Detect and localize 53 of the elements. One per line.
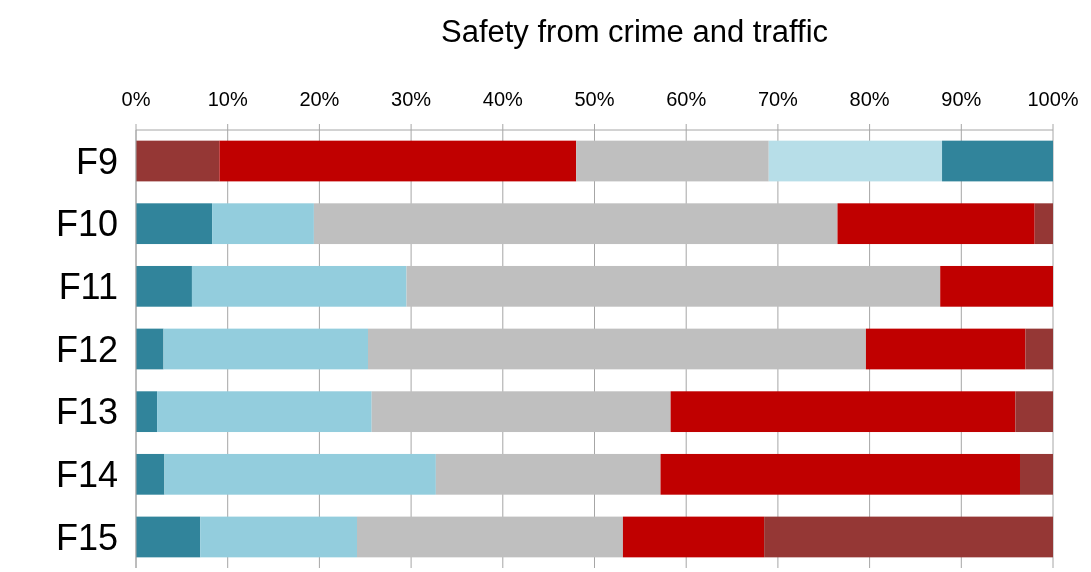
y-tick-label: F15: [55, 516, 118, 558]
bar: [371, 391, 671, 433]
y-tick-label: F13: [55, 391, 118, 433]
bar: [1034, 203, 1053, 245]
y-tick-label: F11: [58, 265, 118, 307]
x-tick-label: 0%: [121, 88, 151, 110]
x-tick-label: 90%: [941, 88, 982, 110]
bar: [660, 453, 1020, 495]
bar: [357, 516, 623, 558]
bar: [200, 516, 357, 558]
bar: [942, 140, 1053, 182]
x-tick-label: 80%: [849, 88, 890, 110]
x-tick-label: 50%: [574, 88, 615, 110]
bar: [865, 328, 1026, 370]
bar: [163, 328, 368, 370]
bar: [670, 391, 1016, 433]
bar: [622, 516, 765, 558]
bar: [1015, 391, 1053, 433]
x-tick-label: 60%: [666, 88, 707, 110]
x-tick-label: 10%: [207, 88, 248, 110]
x-tick-label: 100%: [1027, 88, 1079, 110]
bar: [837, 203, 1035, 245]
bar: [219, 140, 577, 182]
bar: [136, 265, 192, 307]
y-tick-label: F9: [75, 140, 118, 182]
bar: [136, 391, 158, 433]
bar: [368, 328, 866, 370]
y-tick-label: F12: [55, 328, 118, 370]
bar: [136, 140, 220, 182]
bar: [576, 140, 769, 182]
bar: [136, 516, 201, 558]
bar: [164, 453, 436, 495]
x-tick-label: 40%: [482, 88, 524, 110]
x-tick-label: 30%: [391, 88, 432, 110]
bar: [764, 516, 1053, 558]
bar: [313, 203, 838, 245]
bar: [136, 203, 213, 245]
bar: [212, 203, 314, 245]
bar: [768, 140, 943, 182]
bar: [157, 391, 372, 433]
x-tick-label: 20%: [299, 88, 340, 110]
bar: [1019, 453, 1053, 495]
y-tick-label: F14: [55, 453, 118, 495]
bar: [136, 453, 165, 495]
bar: [136, 328, 164, 370]
bar: [191, 265, 407, 307]
bar: [1025, 328, 1053, 370]
bar: [435, 453, 661, 495]
bar: [940, 265, 1053, 307]
x-tick-label: 70%: [757, 88, 799, 110]
bar: [406, 265, 941, 307]
y-tick-label: F10: [55, 203, 118, 245]
chart-title: Safety from crime and traffic: [440, 14, 829, 49]
